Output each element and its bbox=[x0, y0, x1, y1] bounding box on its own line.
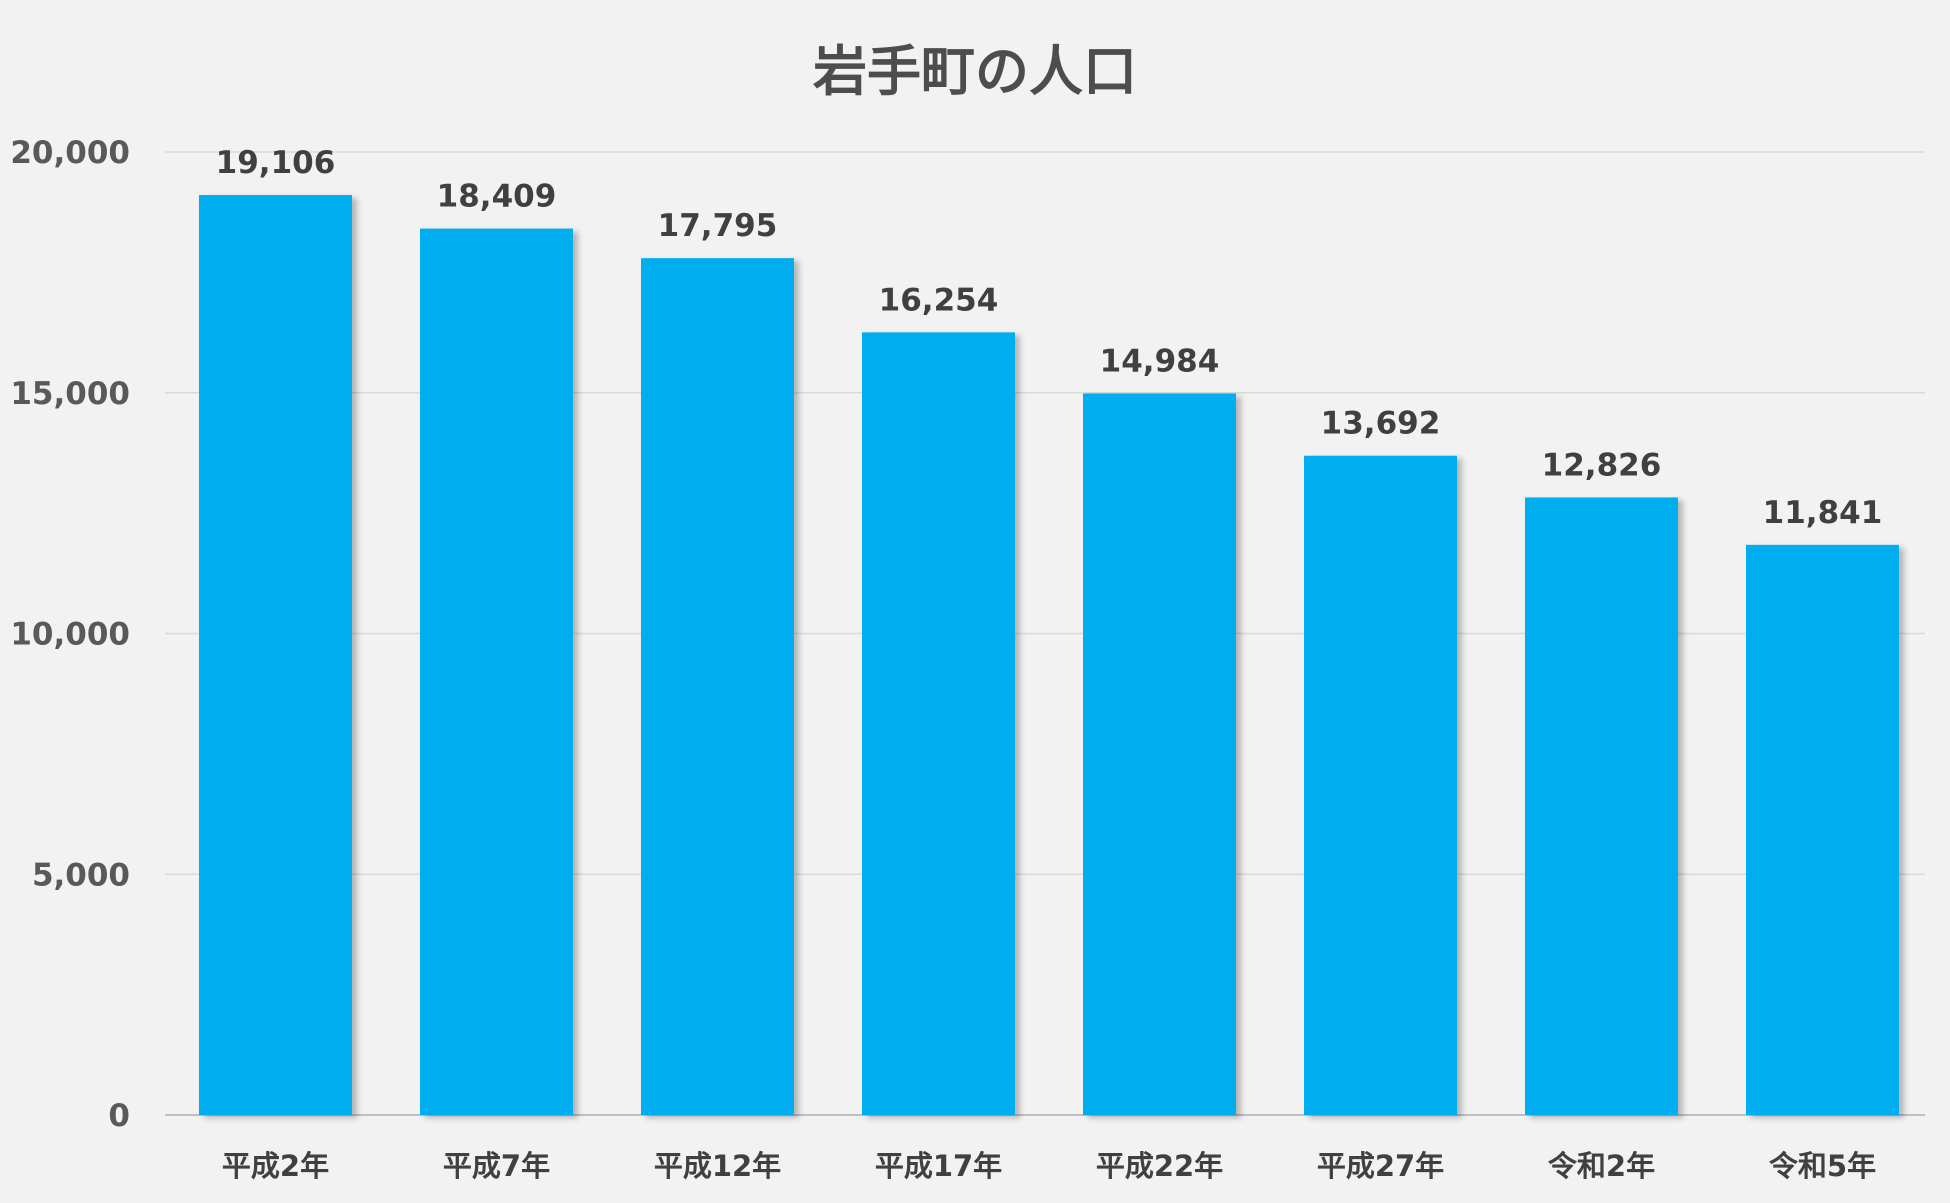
data-label-5: 13,692 bbox=[1321, 406, 1441, 442]
category-label-4: 平成22年 bbox=[1096, 1149, 1223, 1183]
bars bbox=[199, 195, 1899, 1116]
bar-5 bbox=[1304, 455, 1457, 1115]
data-label-4: 14,984 bbox=[1100, 344, 1220, 380]
category-label-2: 平成12年 bbox=[654, 1149, 781, 1183]
bar-2 bbox=[641, 258, 794, 1115]
bar-0 bbox=[199, 195, 352, 1116]
data-label-3: 16,254 bbox=[879, 282, 999, 318]
category-labels: 平成2年 平成7年 平成12年 平成17年 平成22年 平成27年 令和2年 令和5年 bbox=[222, 1149, 1876, 1183]
y-tick-label-1: 5,000 bbox=[32, 857, 130, 893]
y-tick-label-0: 0 bbox=[108, 1098, 130, 1134]
y-tick-label-3: 15,000 bbox=[10, 376, 130, 412]
chart-title: 岩手町の人口 bbox=[813, 40, 1137, 103]
data-label-1: 18,409 bbox=[437, 179, 557, 215]
bar-7 bbox=[1746, 544, 1899, 1115]
bar-3 bbox=[862, 332, 1015, 1116]
category-label-5: 平成27年 bbox=[1317, 1149, 1444, 1183]
y-axis-tick-labels: 0 5,000 10,000 15,000 20,000 bbox=[10, 135, 130, 1134]
bar-6 bbox=[1525, 497, 1678, 1115]
category-label-0: 平成2年 bbox=[222, 1149, 329, 1183]
data-label-2: 17,795 bbox=[658, 208, 778, 244]
category-label-3: 平成17年 bbox=[875, 1149, 1002, 1183]
data-labels: 19,106 18,409 17,795 16,254 14,984 13,692 12,8… bbox=[216, 145, 1883, 531]
data-label-6: 12,826 bbox=[1542, 447, 1662, 483]
category-label-6: 令和2年 bbox=[1548, 1149, 1655, 1183]
y-tick-label-2: 10,000 bbox=[10, 617, 130, 653]
y-tick-label-4: 20,000 bbox=[10, 135, 130, 171]
data-label-7: 11,841 bbox=[1763, 495, 1883, 531]
category-label-7: 令和5年 bbox=[1769, 1149, 1876, 1183]
data-label-0: 19,106 bbox=[216, 145, 336, 181]
category-label-1: 平成7年 bbox=[443, 1149, 550, 1183]
bar-4 bbox=[1083, 393, 1236, 1115]
bar-1 bbox=[420, 228, 573, 1116]
